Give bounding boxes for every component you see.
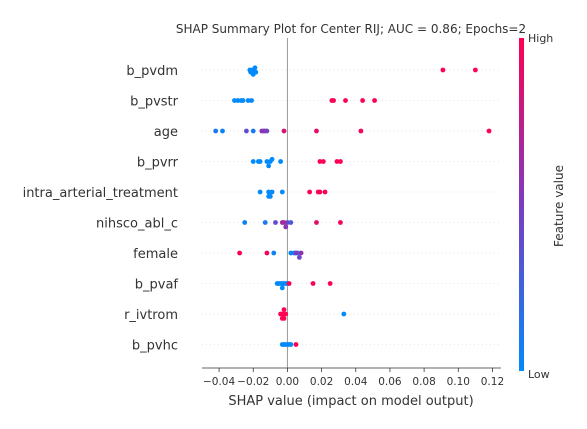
point-r_ivtrom-6: [281, 307, 287, 312]
point-b_pvhc-5: [288, 342, 294, 347]
point-b_pvrr-0: [266, 163, 272, 169]
x-axis-ticks: −0.04 −0.02 0.00 0.02 0.04 0.06 0.08 0.10 0.12: [203, 368, 504, 388]
x-tick-label: 0.02: [310, 376, 333, 388]
point-female-3: [288, 250, 294, 256]
point-b_pvrr-3: [257, 159, 263, 164]
colorbar: [519, 38, 524, 371]
point-female-8: [293, 250, 299, 256]
point-age-7: [264, 128, 270, 134]
point-b_pvrr-4: [264, 159, 270, 164]
x-tick-label: 0.00: [276, 376, 299, 388]
colorbar-high-label: High: [528, 32, 553, 45]
point-b_pvstr-1: [235, 98, 241, 103]
colorbar-title: Feature value: [552, 165, 566, 247]
data-points: [213, 65, 492, 347]
point-b_pvaf-8: [286, 281, 292, 286]
point-nihsco_abl_c-2: [273, 220, 278, 225]
point-b_pvaf-7: [281, 281, 287, 286]
x-tick-label: −0.04: [203, 376, 235, 388]
point-b_pvstr-0: [232, 98, 237, 103]
point-intra_arterial_treatment-5: [279, 189, 285, 195]
point-nihsco_abl_c-7: [288, 220, 294, 225]
feature-label-intra_arterial_treatment: intra_arterial_treatment: [23, 186, 178, 201]
feature-label-b_pvaf: b_pvaf: [135, 278, 179, 293]
point-intra_arterial_treatment-6: [307, 189, 313, 195]
point-female-7: [298, 250, 304, 256]
point-b_pvrr-9: [320, 159, 326, 164]
point-female-0: [237, 250, 242, 256]
point-b_pvrr-11: [337, 159, 343, 164]
x-tick-label: −0.02: [237, 376, 269, 388]
point-b_pvrr-8: [317, 159, 323, 164]
point-female-1: [264, 250, 270, 256]
point-age-2: [244, 128, 249, 134]
point-intra_arterial_treatment-3: [266, 189, 272, 195]
point-b_pvhc-6: [293, 342, 299, 347]
feature-label-b_pvrr: b_pvrr: [137, 156, 179, 171]
point-b_pvdm-7: [253, 69, 259, 75]
point-intra_arterial_treatment-4: [269, 189, 275, 195]
point-b_pvstr-8: [343, 98, 348, 103]
point-b_pvstr-9: [360, 98, 366, 103]
point-b_pvdm-6: [247, 67, 253, 73]
point-age-1: [220, 128, 225, 134]
point-nihsco_abl_c-1: [262, 220, 268, 225]
feature-label-nihsco_abl_c: nihsco_abl_c: [96, 217, 178, 232]
point-b_pvaf-9: [310, 281, 316, 286]
point-b_pvdm-9: [472, 67, 478, 73]
colorbar-low-label: Low: [528, 368, 550, 381]
point-b_pvrr-7: [269, 156, 275, 162]
point-b_pvaf-10: [327, 281, 333, 286]
point-nihsco_abl_c-9: [337, 220, 343, 225]
x-tick-label: 0.10: [447, 376, 470, 388]
point-b_pvdm-8: [440, 67, 446, 73]
point-nihsco_abl_c-8: [314, 220, 319, 225]
point-b_pvstr-5: [238, 98, 244, 103]
point-nihsco_abl_c-5: [281, 220, 287, 225]
point-r_ivtrom-1: [281, 316, 287, 321]
feature-label-age: age: [154, 125, 178, 140]
feature-label-b_pvstr: b_pvstr: [130, 95, 179, 110]
x-axis-label: SHAP value (impact on model output): [228, 394, 473, 409]
point-b_pvstr-3: [245, 98, 251, 103]
feature-label-r_ivtrom: r_ivtrom: [124, 308, 178, 323]
point-age-10: [358, 128, 364, 134]
point-b_pvstr-4: [249, 98, 254, 103]
point-b_pvstr-10: [372, 98, 377, 103]
point-r_ivtrom-7: [341, 311, 347, 317]
point-b_pvrr-10: [334, 159, 340, 164]
chart-title: SHAP Summary Plot for Center RIJ; AUC = …: [176, 22, 526, 36]
x-tick-label: 0.12: [481, 376, 504, 388]
feature-label-female: female: [133, 247, 178, 262]
point-nihsco_abl_c-4: [283, 224, 289, 230]
point-intra_arterial_treatment-2: [257, 189, 263, 195]
point-intra_arterial_treatment-8: [317, 189, 323, 195]
point-b_pvstr-7: [331, 98, 336, 103]
feature-rows: [202, 69, 501, 345]
point-b_pvaf-0: [279, 285, 285, 291]
feature-label-b_pvdm: b_pvdm: [126, 64, 178, 79]
point-female-6: [296, 255, 302, 260]
point-intra_arterial_treatment-9: [322, 189, 328, 195]
point-age-3: [250, 128, 256, 134]
point-b_pvrr-1: [250, 159, 256, 164]
point-age-9: [314, 128, 319, 134]
point-age-0: [213, 128, 219, 134]
x-tick-label: 0.08: [412, 376, 435, 388]
point-r_ivtrom-5: [283, 311, 289, 317]
point-intra_arterial_treatment-1: [267, 194, 273, 199]
point-nihsco_abl_c-6: [285, 220, 290, 225]
x-tick-label: 0.04: [344, 376, 368, 388]
point-age-11: [486, 128, 492, 134]
x-tick-label: 0.06: [378, 376, 402, 388]
feature-label-b_pvhc: b_pvhc: [132, 339, 178, 354]
point-b_pvrr-6: [278, 159, 283, 164]
point-female-2: [271, 250, 277, 256]
point-nihsco_abl_c-0: [242, 220, 248, 225]
point-age-8: [281, 128, 287, 134]
